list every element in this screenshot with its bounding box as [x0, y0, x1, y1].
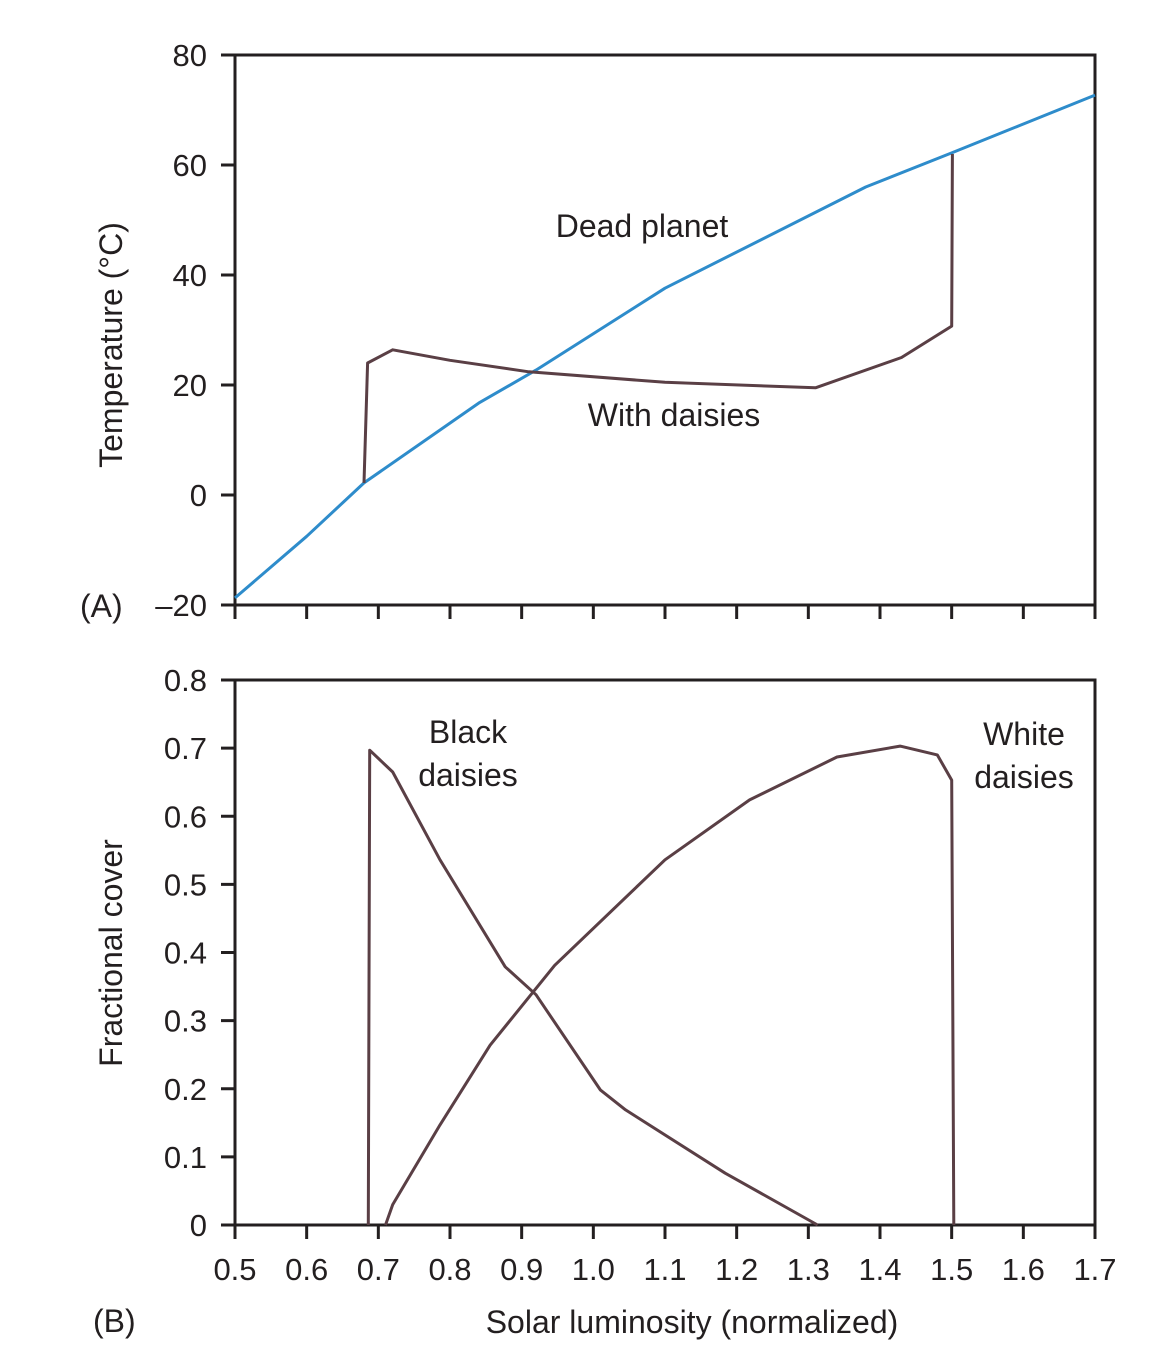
panel-a-ylabel: Temperature (°C) [93, 222, 129, 468]
y-tick-label: 0.2 [164, 1072, 207, 1107]
series-label-white-daisies-2: daisies [974, 759, 1074, 795]
plot-frame-0 [233, 53, 1097, 607]
series-line-black-daisies [366, 748, 819, 1227]
x-tick-label: 0.9 [500, 1252, 543, 1287]
plot-frame-1 [233, 678, 1097, 1227]
y-tick-label: 0.1 [164, 1140, 207, 1175]
series-label-white-daisies-1: White [983, 716, 1065, 752]
y-tick-label: 0 [190, 1208, 207, 1243]
panel-b-ylabel: Fractional cover [93, 839, 129, 1067]
x-tick-label: 1.5 [930, 1252, 973, 1287]
y-tick-label: 0.7 [164, 731, 207, 766]
y-tick-label: –20 [155, 588, 207, 623]
series-line-white-daisies [384, 744, 956, 1226]
y-tick-label: 0.6 [164, 799, 207, 834]
y-tick-label: 40 [173, 258, 207, 293]
x-tick-label: 0.5 [213, 1252, 256, 1287]
x-tick-label: 1.0 [572, 1252, 615, 1287]
series-label-black-daisies-1: Black [429, 714, 508, 750]
panel-b-label: (B) [93, 1303, 136, 1339]
panel-a-label: (A) [80, 588, 123, 624]
x-tick-label: 0.6 [285, 1252, 328, 1287]
x-tick-label: 0.8 [428, 1252, 471, 1287]
y-tick-label: 20 [173, 368, 207, 403]
x-tick-label: 1.2 [715, 1252, 758, 1287]
x-tick-label: 1.3 [787, 1252, 830, 1287]
series-line-dead-planet [234, 93, 1096, 600]
x-tick-label: 0.7 [357, 1252, 400, 1287]
x-tick-label: 1.7 [1073, 1252, 1116, 1287]
y-tick-label: 60 [173, 148, 207, 183]
y-tick-label: 0.8 [164, 663, 207, 698]
x-tick-label: 1.4 [858, 1252, 901, 1287]
y-tick-label: 0.4 [164, 936, 207, 971]
series-label-with-daisies: With daisies [588, 397, 761, 433]
series-line-with-daisies [362, 153, 954, 483]
y-tick-label: 0 [190, 478, 207, 513]
y-tick-label: 0.5 [164, 867, 207, 902]
series-label-dead-planet: Dead planet [556, 208, 729, 244]
x-tick-label: 1.6 [1002, 1252, 1045, 1287]
y-tick-label: 80 [173, 38, 207, 73]
panel-b-xlabel: Solar luminosity (normalized) [486, 1304, 899, 1340]
x-tick-label: 1.1 [643, 1252, 686, 1287]
y-tick-label: 0.3 [164, 1004, 207, 1039]
series-label-black-daisies-2: daisies [418, 757, 518, 793]
